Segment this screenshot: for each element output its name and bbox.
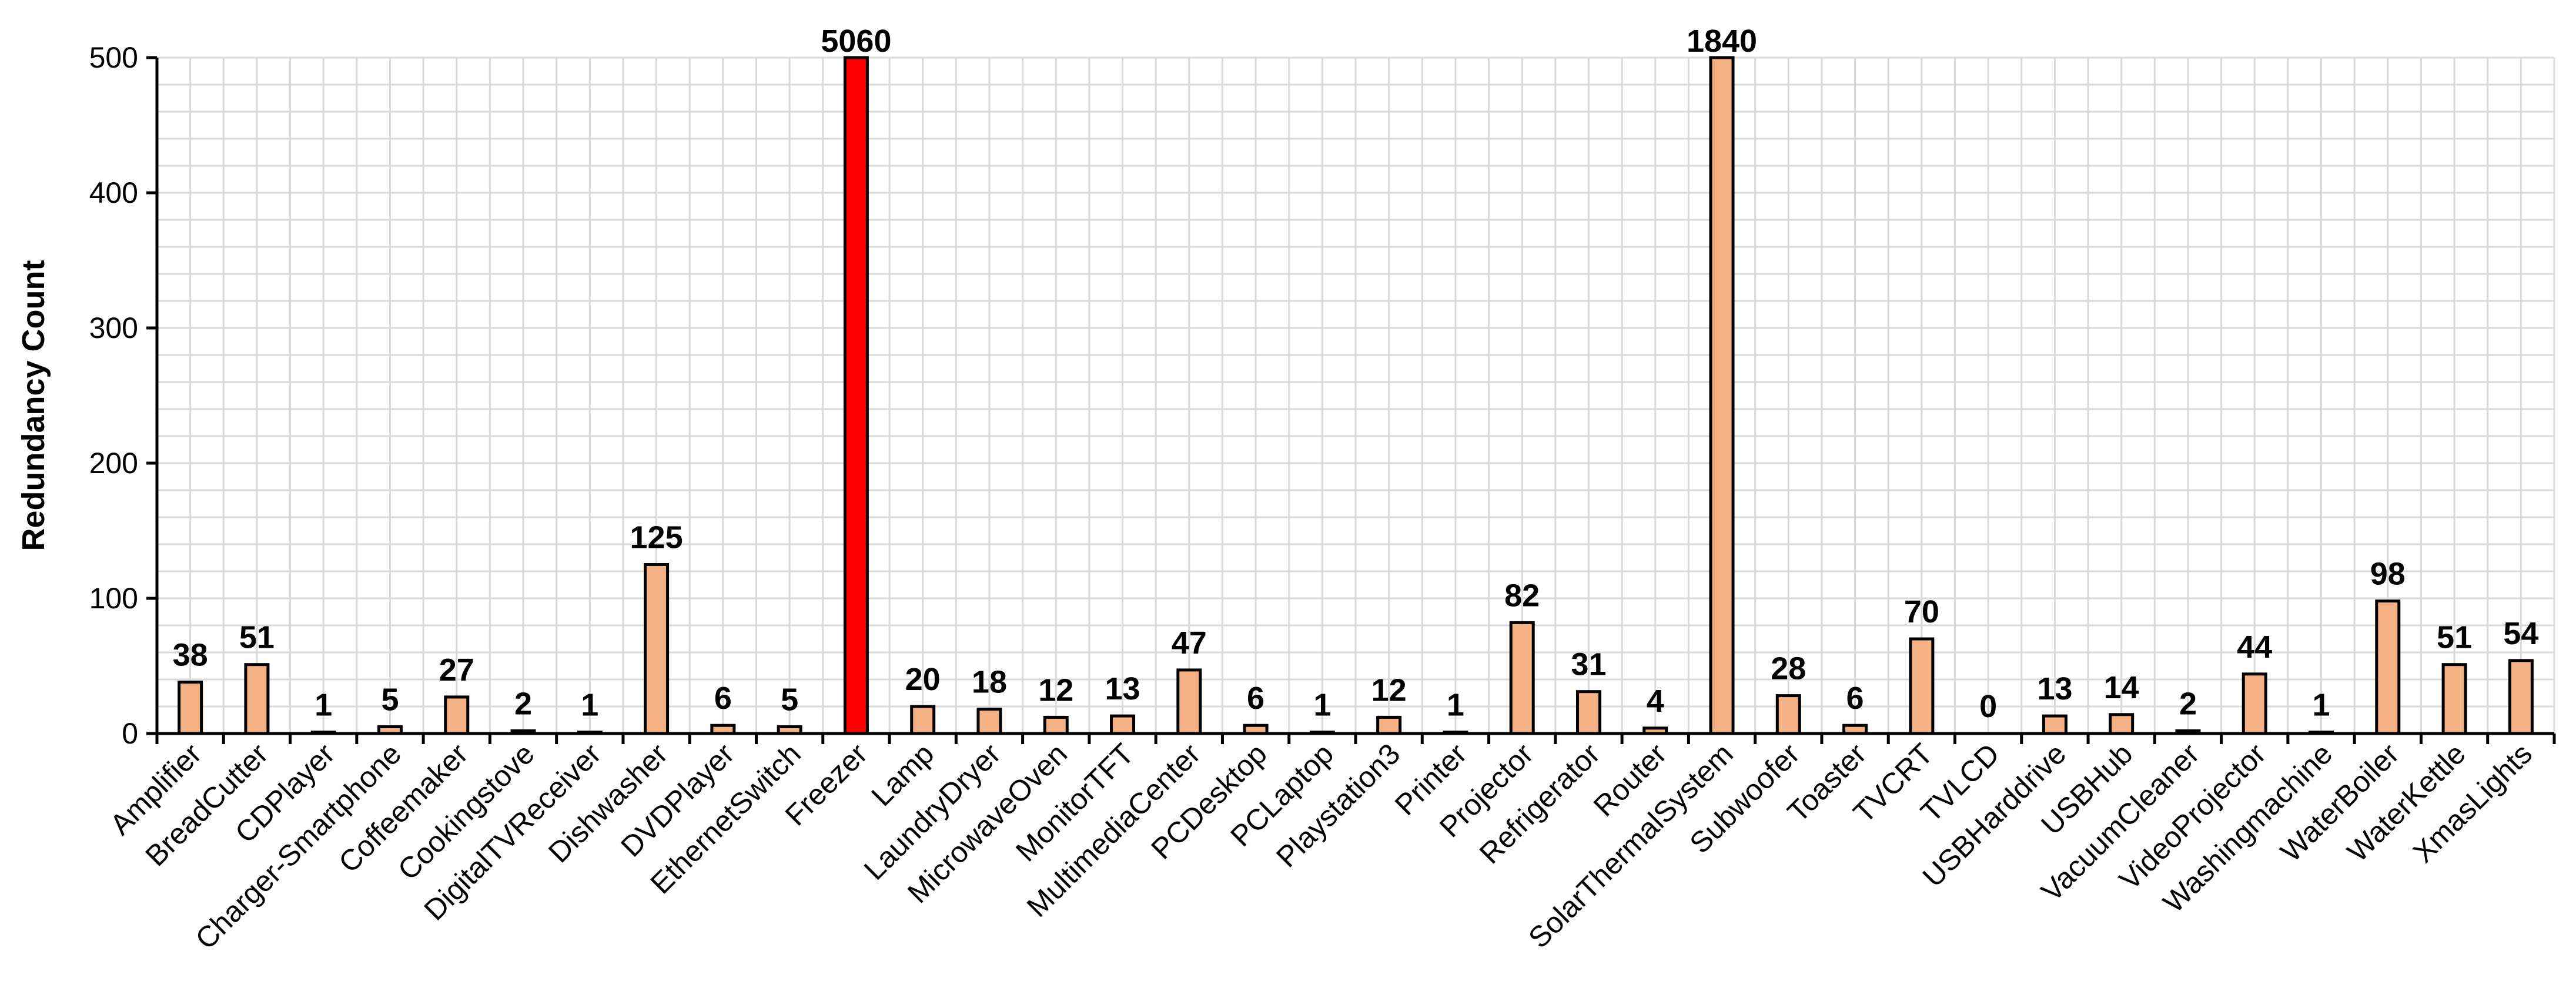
- data-label: 1: [1447, 688, 1464, 723]
- data-label: 51: [239, 620, 275, 655]
- data-label: 82: [1504, 578, 1540, 613]
- data-label: 47: [1172, 625, 1207, 661]
- data-label: 5: [381, 682, 399, 718]
- bar-coffeemaker: [444, 695, 470, 735]
- bar-projector: [1509, 621, 1535, 735]
- bar-freezer: [843, 56, 869, 735]
- bar-dishwasher: [644, 563, 670, 735]
- data-label: 5060: [821, 24, 891, 59]
- data-label: 0: [1979, 689, 1997, 724]
- data-label: 13: [1105, 671, 1140, 706]
- data-label: 98: [2370, 557, 2406, 592]
- bar-refrigerator: [1575, 690, 1601, 735]
- data-label: 12: [1038, 672, 1073, 708]
- gridlines: [156, 56, 2555, 735]
- y-tick-label: 300: [89, 312, 138, 344]
- data-label: 14: [2104, 670, 2139, 705]
- data-label: 12: [1371, 672, 1407, 708]
- data-label: 38: [173, 638, 208, 673]
- bar-laundrydryer: [976, 708, 1002, 735]
- data-label: 125: [630, 520, 683, 555]
- data-label: 6: [1846, 681, 1864, 716]
- bar-multimediacenter: [1176, 668, 1202, 735]
- bar-xmaslights: [2508, 659, 2534, 735]
- data-label: 13: [2037, 671, 2072, 706]
- data-label: 1: [2313, 688, 2330, 723]
- data-label: 70: [1904, 594, 1939, 629]
- data-label: 1840: [1687, 24, 1757, 59]
- y-tick-label: 100: [89, 582, 138, 615]
- y-tick-label: 0: [122, 717, 138, 750]
- bar-solarthermalsystem: [1709, 56, 1735, 735]
- bar-videoprojector: [2242, 672, 2267, 735]
- bars: [178, 56, 2534, 735]
- y-tick-label: 500: [89, 41, 138, 74]
- bar-lamp: [910, 705, 936, 735]
- data-label: 2: [2179, 686, 2197, 721]
- bar-microwaveoven: [1043, 715, 1069, 735]
- bar-subwoofer: [1775, 694, 1801, 735]
- bar-usbharddrive: [2042, 714, 2068, 735]
- data-label: 6: [1247, 681, 1264, 716]
- bar-amplifier: [178, 681, 203, 735]
- data-label: 1: [315, 688, 332, 723]
- data-label: 6: [714, 681, 732, 716]
- bar-usbhub: [2109, 713, 2135, 735]
- data-label: 31: [1571, 647, 1606, 682]
- data-label: 28: [1771, 651, 1806, 686]
- bar-tvcrt: [1909, 637, 1935, 735]
- y-axis-title: Redundancy Count: [16, 260, 51, 551]
- bar-monitortft: [1110, 714, 1136, 735]
- data-label: 44: [2237, 629, 2272, 665]
- bar-breadcutter: [244, 663, 270, 735]
- data-label: 5: [781, 682, 798, 718]
- data-label: 54: [2503, 616, 2538, 651]
- bar-waterkettle: [2441, 663, 2467, 735]
- data-label: 20: [905, 662, 941, 697]
- data-label: 18: [972, 665, 1007, 700]
- data-label: 51: [2437, 620, 2472, 655]
- data-label: 27: [439, 652, 474, 688]
- bar-waterboiler: [2375, 600, 2401, 735]
- data-label: 2: [514, 686, 532, 721]
- y-tick-label: 200: [89, 447, 138, 480]
- data-label: 1: [581, 688, 598, 723]
- data-label: 1: [1313, 688, 1331, 723]
- y-tick-label: 400: [89, 176, 138, 209]
- data-label: 4: [1647, 684, 1664, 719]
- bar-playstation3: [1376, 715, 1402, 735]
